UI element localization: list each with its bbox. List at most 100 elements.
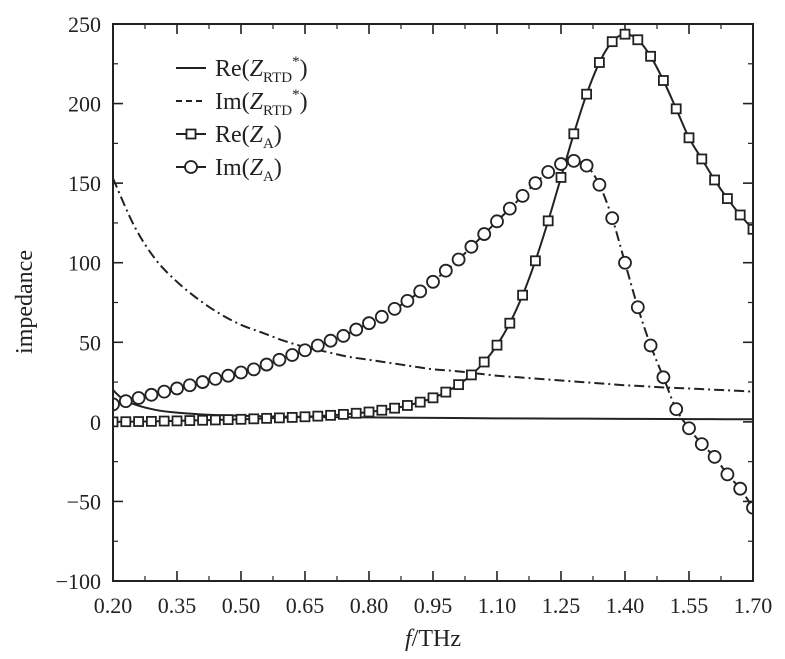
square-marker <box>619 28 631 40</box>
square-marker <box>350 407 362 419</box>
circle-marker <box>272 352 287 367</box>
square-marker <box>133 416 145 427</box>
circle-marker <box>400 294 415 308</box>
square-marker <box>171 415 183 427</box>
circle-marker <box>113 397 120 412</box>
legend-prefix: Im( <box>215 89 250 115</box>
circle-marker <box>502 201 517 216</box>
circle-marker <box>323 333 338 348</box>
circle-marker <box>682 421 696 436</box>
legend-label-3: Re(ZA) <box>215 122 282 152</box>
legend-label-2: Im(ZRTD*) <box>215 87 308 119</box>
legend-prefix: Re( <box>215 122 250 148</box>
square-marker <box>747 223 753 235</box>
square-marker <box>581 88 592 100</box>
circle-marker <box>707 449 722 464</box>
square-marker <box>145 415 157 427</box>
circle-marker <box>528 176 543 191</box>
x-tick-label: 1.70 <box>734 593 773 618</box>
plot-area <box>113 28 753 515</box>
square-marker <box>222 414 234 426</box>
y-tick-label: 200 <box>68 92 101 117</box>
square-marker <box>248 413 260 425</box>
circle-marker <box>170 381 184 396</box>
x-tick-label: 1.55 <box>670 593 709 618</box>
square-marker <box>158 415 170 427</box>
circle-marker <box>579 158 594 173</box>
legend-subscript: RTD <box>263 70 292 86</box>
circle-marker <box>157 384 172 399</box>
y-tick-label: 100 <box>68 251 101 276</box>
y-tick-label: 50 <box>79 330 101 355</box>
legend-label-1: Re(ZRTD*) <box>215 54 308 86</box>
square-marker <box>389 402 401 414</box>
y-tick-label: 0 <box>90 410 101 435</box>
x-tick-label: 0.50 <box>222 593 261 618</box>
circle-marker <box>298 343 312 358</box>
square-marker <box>209 414 221 426</box>
square-marker <box>414 396 426 408</box>
square-marker <box>299 411 311 423</box>
circle-marker <box>426 274 440 289</box>
circle-marker <box>221 368 236 383</box>
square-marker <box>453 379 465 391</box>
square-marker <box>286 412 298 423</box>
square-marker <box>261 412 273 424</box>
square-marker <box>709 174 720 186</box>
circle-marker <box>490 214 504 229</box>
legend-subscript: A <box>263 169 274 185</box>
square-marker <box>478 356 490 368</box>
circle-marker <box>182 378 197 393</box>
circle-marker <box>515 188 530 203</box>
square-marker <box>120 416 132 428</box>
circle-marker <box>285 348 300 362</box>
circle-marker <box>477 227 492 241</box>
circle-marker <box>605 211 620 226</box>
square-marker <box>568 128 580 140</box>
square-marker <box>696 153 708 165</box>
square-marker <box>363 406 375 418</box>
x-axis-title-var: f <box>405 626 415 652</box>
legend: Re(ZRTD*)Im(ZRTD*)Re(ZA)Im(ZA) <box>176 54 308 185</box>
square-marker <box>530 255 541 267</box>
square-marker <box>670 103 682 115</box>
legend-circle-marker <box>184 160 198 174</box>
square-marker <box>632 34 644 46</box>
legend-prefix: Im( <box>215 155 250 181</box>
square-marker <box>645 50 656 62</box>
square-marker <box>427 392 439 404</box>
square-marker <box>606 36 618 48</box>
square-marker <box>465 369 477 381</box>
square-marker <box>658 75 669 86</box>
circle-marker <box>374 309 389 324</box>
legend-suffix: ) <box>274 155 282 181</box>
circle-marker <box>618 255 632 270</box>
circle-marker <box>592 177 607 192</box>
square-marker <box>376 404 388 416</box>
x-tick-label: 1.25 <box>542 593 581 618</box>
circle-marker <box>643 338 658 353</box>
legend-variable: Z <box>250 155 264 181</box>
legend-suffix: ) <box>300 89 308 115</box>
x-axis-title: f/THz <box>405 626 461 652</box>
legend-superscript: * <box>292 54 300 70</box>
legend-superscript: * <box>292 87 300 103</box>
y-tick-label: 150 <box>68 171 101 196</box>
legend-square-marker <box>185 128 197 140</box>
circle-marker <box>208 371 223 386</box>
square-marker <box>197 414 209 426</box>
x-tick-label: 0.95 <box>414 593 453 618</box>
y-tick-label: −100 <box>56 569 101 594</box>
circle-marker <box>144 387 159 402</box>
circle-marker <box>387 301 402 316</box>
square-marker <box>312 410 324 422</box>
legend-suffix: ) <box>300 56 308 82</box>
legend-variable: Z <box>250 56 264 82</box>
square-marker <box>734 209 746 221</box>
circle-marker <box>259 357 274 372</box>
square-marker <box>440 386 452 398</box>
circle-marker <box>720 467 735 482</box>
circle-marker <box>362 316 376 331</box>
circle-marker <box>669 402 684 417</box>
x-tick-label: 0.20 <box>94 593 133 618</box>
